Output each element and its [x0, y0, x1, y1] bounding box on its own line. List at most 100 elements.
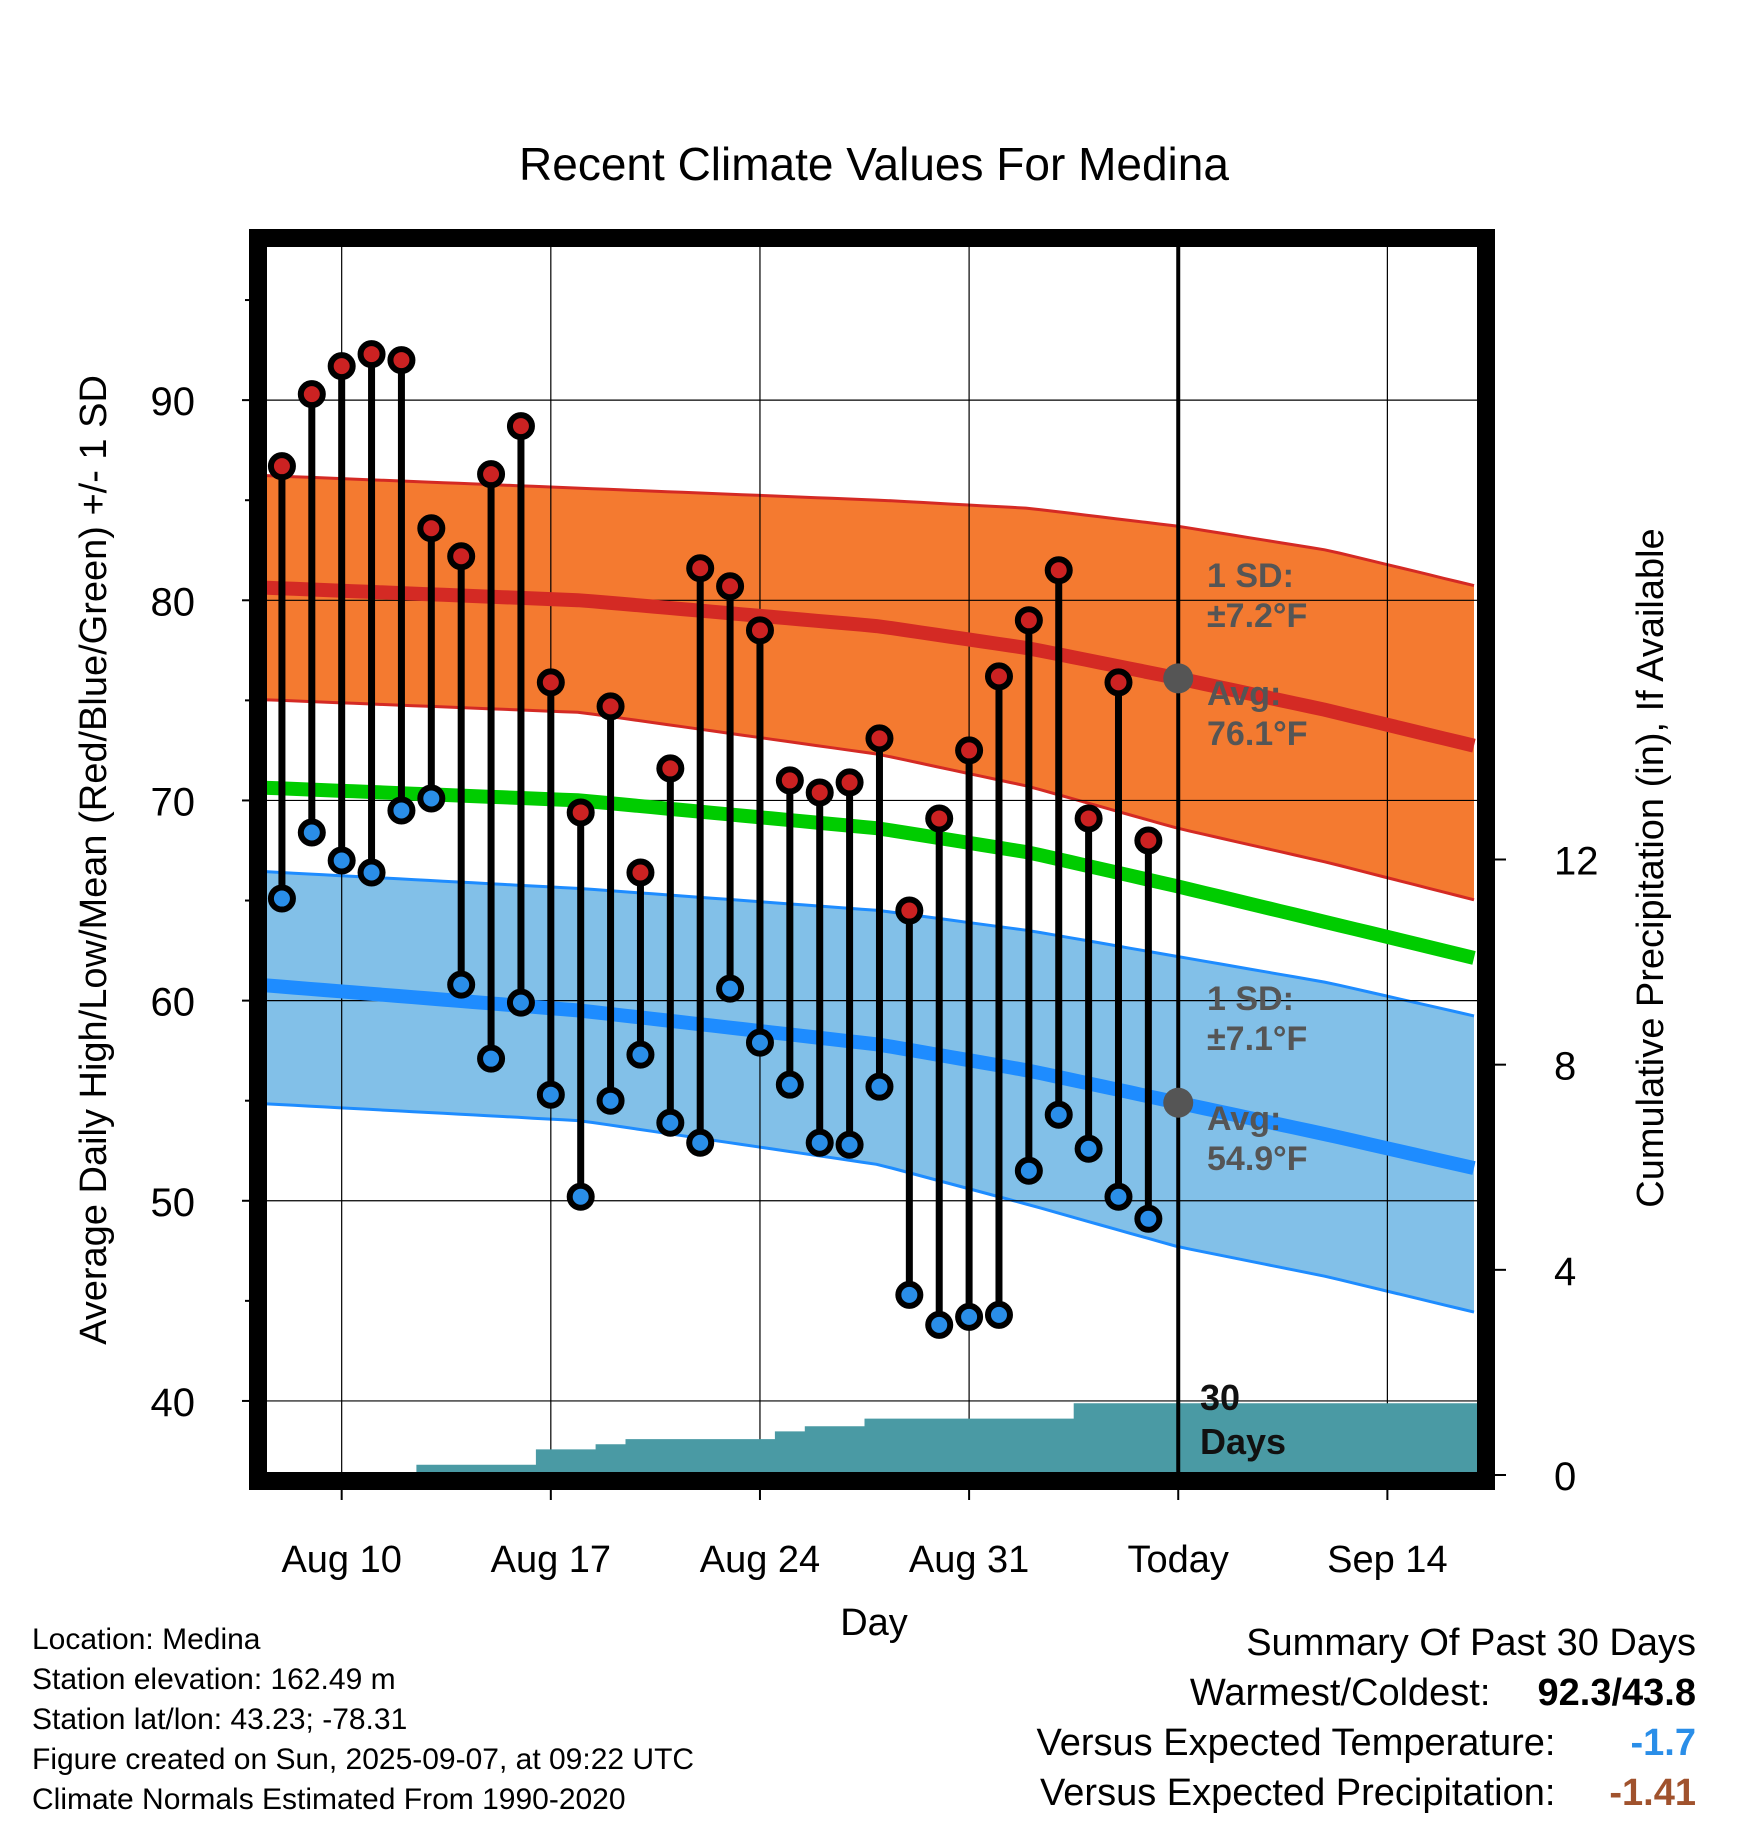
y-tick-label: 70	[151, 780, 196, 824]
daily-low-marker	[447, 970, 476, 999]
summary-panel: Summary Of Past 30 Days Warmest/Coldest:…	[1037, 1618, 1696, 1818]
frame-layer	[249, 229, 1495, 1490]
daily-low-marker	[596, 1086, 625, 1115]
daily-range-layer	[267, 340, 1163, 1339]
high-sd-band	[264, 475, 1474, 900]
daily-high-marker	[895, 896, 924, 925]
daily-high-marker	[297, 380, 326, 409]
cumulative-precip-area	[264, 1403, 1480, 1475]
daily-high-marker	[1134, 826, 1163, 855]
y-tick-label: 80	[151, 580, 196, 624]
daily-low-marker	[477, 1044, 506, 1073]
daily-high-marker	[267, 452, 296, 481]
high-annotation: 1 SD: ±7.2°F Avg: 76.1°F	[1207, 557, 1308, 753]
temp-anomaly-value: -1.7	[1630, 1722, 1696, 1764]
daily-low-marker	[297, 818, 326, 847]
low-annotation: 1 SD: ±7.1°F Avg: 54.9°F	[1207, 980, 1308, 1178]
daily-high-marker	[447, 542, 476, 571]
daily-low-marker	[745, 1028, 774, 1057]
daily-high-marker	[536, 668, 565, 697]
x-tick-label: Sep 14	[1327, 1539, 1447, 1581]
y-tick-label: 60	[151, 981, 196, 1025]
daily-high-marker	[865, 724, 894, 753]
high-band-upper-edge	[263, 474, 1475, 588]
daily-low-marker	[506, 988, 535, 1017]
y-axis-label-right: Cumulative Precipitation (in), If Availa…	[1630, 528, 1672, 1207]
daily-high-marker	[775, 766, 804, 795]
high-avg-label: Avg:	[1207, 675, 1281, 713]
high-sd-label: 1 SD:	[1207, 557, 1294, 595]
y-axis-label-left: Average Daily High/Low/Mean (Red/Blue/Gr…	[73, 375, 115, 1345]
daily-low-marker	[656, 1108, 685, 1137]
precip-days-number: 30	[1200, 1377, 1240, 1418]
warm-cold-label: Warmest/Coldest:	[1189, 1672, 1491, 1714]
daily-high-marker	[417, 514, 446, 543]
daily-low-marker	[1104, 1182, 1133, 1211]
y2-tick-label: 4	[1554, 1250, 1576, 1294]
daily-high-marker	[716, 572, 745, 601]
low-band-lower-edge	[263, 1102, 1475, 1314]
daily-high-marker	[387, 346, 416, 375]
station-info: Location: Medina Station elevation: 162.…	[32, 1620, 694, 1820]
daily-low-marker	[536, 1080, 565, 1109]
daily-low-marker	[327, 846, 356, 875]
daily-high-marker	[745, 616, 774, 645]
daily-low-marker	[686, 1128, 715, 1157]
daily-low-marker	[1044, 1100, 1073, 1129]
daily-high-marker	[1074, 804, 1103, 833]
high-sd-value: ±7.2°F	[1207, 597, 1307, 635]
daily-high-marker	[984, 662, 1013, 691]
daily-high-marker	[925, 804, 954, 833]
daily-high-marker	[686, 554, 715, 583]
normal_high-today-point	[1163, 663, 1194, 694]
summary-warm-cold: Warmest/Coldest: 92.3/43.8	[1037, 1668, 1696, 1718]
low-avg-value: 54.9°F	[1207, 1140, 1308, 1178]
figure-created: Figure created on Sun, 2025-09-07, at 09…	[32, 1743, 695, 1776]
high-avg-value: 76.1°F	[1207, 715, 1308, 753]
daily-high-marker	[566, 798, 595, 827]
summary-precip-anomaly: Versus Expected Precipitation: -1.41	[1037, 1768, 1696, 1818]
daily-low-marker	[267, 884, 296, 913]
precip-days-label: Days	[1200, 1421, 1286, 1462]
normal-low-line	[263, 978, 1476, 1175]
daily-low-marker	[835, 1130, 864, 1159]
low-sd-label: 1 SD:	[1207, 980, 1294, 1018]
daily-high-marker	[1014, 606, 1043, 635]
daily-high-marker	[477, 460, 506, 489]
daily-low-marker	[716, 974, 745, 1003]
today-layer	[1163, 244, 1194, 1475]
normal-high-line	[263, 580, 1476, 753]
x-tick-label: Aug 31	[909, 1539, 1029, 1581]
daily-high-marker	[506, 412, 535, 441]
daily-low-marker	[984, 1300, 1013, 1329]
normal_low-today-point	[1163, 1087, 1194, 1118]
daily-high-marker	[1044, 556, 1073, 585]
normal-lines-layer	[263, 580, 1476, 1175]
y-tick-label: 90	[151, 380, 196, 424]
x-axis-label: Day	[840, 1602, 908, 1644]
x-tick-label: Today	[1128, 1539, 1229, 1581]
daily-low-marker	[566, 1182, 595, 1211]
daily-high-marker	[357, 340, 386, 369]
station-elevation: Station elevation: 162.49 m	[32, 1663, 396, 1696]
climate-normals-period: Climate Normals Estimated From 1990-2020	[32, 1783, 626, 1816]
daily-high-marker	[327, 352, 356, 381]
precip-anomaly-label: Versus Expected Precipitation:	[1040, 1772, 1556, 1814]
warm-cold-value: 92.3/43.8	[1537, 1672, 1696, 1714]
daily-high-marker	[955, 736, 984, 765]
daily-low-marker	[417, 784, 446, 813]
daily-low-marker	[775, 1070, 804, 1099]
y-tick-label: 50	[151, 1181, 196, 1225]
plot-frame	[249, 229, 1495, 1490]
precip-annotation: 30 Days	[1200, 1377, 1286, 1462]
summary-temp-anomaly: Versus Expected Temperature: -1.7	[1037, 1718, 1696, 1768]
daily-low-marker	[1014, 1156, 1043, 1185]
low-sd-value: ±7.1°F	[1207, 1020, 1307, 1058]
precip-layer	[264, 1403, 1480, 1475]
daily-low-marker	[1134, 1204, 1163, 1233]
daily-low-marker	[925, 1310, 954, 1339]
daily-high-marker	[1104, 668, 1133, 697]
daily-low-marker	[626, 1040, 655, 1069]
daily-high-marker	[596, 692, 625, 721]
daily-low-marker	[865, 1072, 894, 1101]
